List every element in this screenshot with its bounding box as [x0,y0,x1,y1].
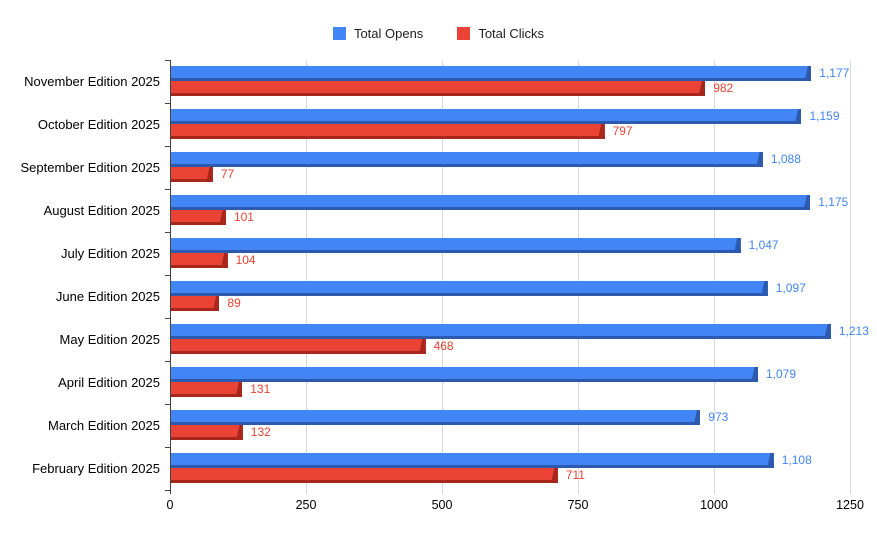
clicks-bar [171,468,558,483]
legend-swatch-total-clicks [457,27,471,40]
y-axis-tick [165,361,170,362]
clicks-bar [171,339,426,354]
chart-row: 1,177 982 [171,60,850,103]
clicks-value-label: 89 [227,296,241,310]
category-label: April Edition 2025 [58,375,160,390]
opens-value-label: 1,088 [770,152,801,166]
opens-value-label: 1,079 [765,367,796,381]
opens-bar [171,238,741,253]
legend-item-total-clicks: Total Clicks [457,26,544,41]
gridline [578,60,579,494]
clicks-bar [171,124,605,139]
opens-value-label: 1,159 [809,109,840,123]
category-label: July Edition 2025 [60,246,160,261]
x-axis-label: 0 [166,498,174,512]
category-label: September Edition 2025 [20,160,160,175]
category-label: August Edition 2025 [43,203,160,218]
clicks-value-label: 104 [235,253,256,267]
opens-bar [171,410,701,425]
y-axis-tick [165,447,170,448]
category-label: November Edition 2025 [24,74,160,89]
x-axis-label: 500 [431,498,453,512]
y-axis-tick [165,146,170,147]
legend-item-total-opens: Total Opens [332,26,424,41]
gridline [306,60,307,494]
opens-bar [171,195,811,210]
clicks-value-label: 468 [433,339,454,353]
clicks-value-label: 711 [565,468,585,482]
clicks-value-label: 132 [250,425,271,439]
opens-value-label: 1,177 [819,66,850,80]
opens-value-label: 1,097 [775,281,806,295]
clicks-value-label: 101 [233,210,254,224]
y-axis-line [170,60,171,494]
category-label: October Edition 2025 [37,117,160,132]
legend-label-total-opens: Total Opens [353,26,424,41]
clicks-bar [171,253,228,268]
legend: Total Opens Total Clicks [0,26,877,41]
x-axis-label: 1000 [700,498,728,512]
opens-value-label: 1,047 [748,238,779,252]
gridline [714,60,715,494]
opens-value-label: 1,175 [818,195,849,209]
chart-row: 1,213 468 [171,318,869,361]
y-axis-tick [165,189,170,190]
clicks-bar [171,81,706,96]
category-axis: November Edition 2025 October Edition 202… [0,60,160,490]
gridline [442,60,443,494]
clicks-value-label: 131 [250,382,271,396]
chart-row: 1,079 131 [171,361,850,404]
chart-row: 1,159 797 [171,103,850,146]
category-label: February Edition 2025 [32,461,160,476]
clicks-bar [171,425,243,440]
y-axis-tick [165,490,170,491]
chart-row: 1,097 89 [171,275,850,318]
legend-label-total-clicks: Total Clicks [478,26,545,41]
clicks-value-label: 982 [713,81,734,95]
clicks-bar [171,382,243,397]
clicks-bar [171,296,220,311]
gridline [850,60,851,494]
legend-swatch-total-opens [332,27,346,40]
opens-bar [171,66,812,81]
clicks-value-label: 77 [220,167,235,181]
x-axis-label: 250 [295,498,317,512]
opens-bar [171,367,758,382]
chart-row: 1,088 77 [171,146,850,189]
clicks-value-label: 797 [612,124,633,138]
opens-bar [171,109,802,124]
opens-bar [171,152,763,167]
x-axis-label: 750 [567,498,589,512]
category-label: March Edition 2025 [47,418,160,433]
chart-row: 1,175 101 [171,189,850,232]
chart-row: 1,047 104 [171,232,850,275]
opens-bar [171,453,774,468]
y-axis-tick [165,103,170,104]
x-axis-label: 1250 [836,498,864,512]
opens-bar [171,281,768,296]
y-axis-tick [165,275,170,276]
opens-bar [171,324,831,339]
opens-value-label: 973 [708,410,729,424]
clicks-bar [171,210,226,225]
plot-area: 1,177 982 1,159 797 1,088 77 1,175 101 1,047 104 1… [165,60,869,494]
y-axis-tick [165,404,170,405]
category-label: May Edition 2025 [59,332,160,347]
y-axis-tick [165,232,170,233]
category-label: June Edition 2025 [55,289,160,304]
chart-row: 1,108 711 [171,447,850,490]
chart-row: 973 132 [171,404,850,447]
y-axis-tick [165,60,170,61]
clicks-bar [171,167,213,182]
y-axis-tick [165,318,170,319]
x-axis: 0 250 500 750 1000 1250 [167,498,864,514]
opens-value-label: 1,108 [781,453,812,467]
opens-value-label: 1,213 [838,324,869,338]
